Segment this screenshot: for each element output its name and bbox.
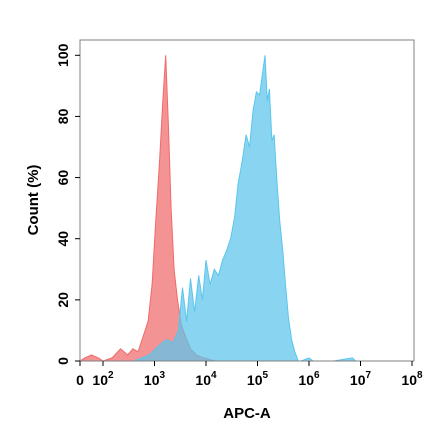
y-tick-label: 20 (55, 292, 71, 308)
x-tick-label: 0 (76, 372, 84, 388)
y-tick-label: 100 (55, 43, 71, 67)
x-tick-label: 108 (401, 370, 423, 388)
x-tick-label: 103 (144, 370, 166, 388)
y-tick-label: 60 (55, 170, 71, 186)
x-axis-label: APC-A (223, 405, 271, 422)
x-tick-label: 102 (92, 370, 114, 388)
x-axis-ticks: 0 102 103 104 105 106 107 108 (76, 361, 423, 388)
plot-area (78, 55, 357, 362)
y-tick-label: 40 (55, 231, 71, 247)
y-tick-label: 80 (55, 108, 71, 124)
y-axis-ticks: 0 20 40 60 80 100 (55, 43, 80, 365)
y-axis-label: Count (%) (25, 165, 42, 236)
x-tick-label: 105 (247, 370, 269, 388)
x-tick-label: 106 (298, 370, 320, 388)
x-tick-label: 104 (195, 370, 217, 388)
x-tick-label: 107 (350, 370, 372, 388)
histogram-series-2 (133, 55, 357, 362)
plot-frame (79, 39, 415, 362)
y-tick-label: 0 (55, 357, 71, 365)
